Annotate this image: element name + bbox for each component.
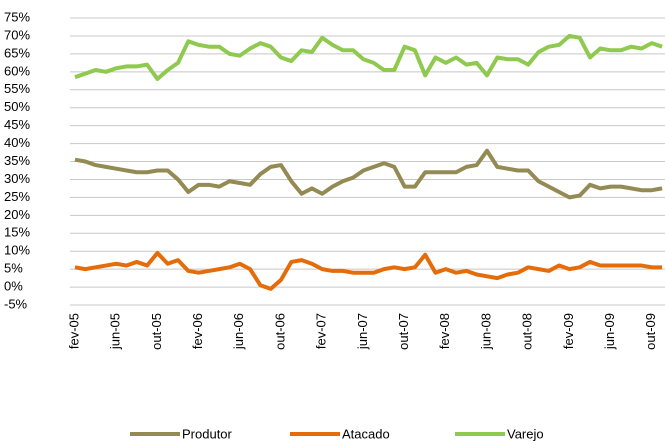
y-tick-label: 75% xyxy=(4,9,30,24)
y-tick-label: 70% xyxy=(4,27,30,42)
series-line xyxy=(74,250,663,291)
x-tick-label: jun-07 xyxy=(355,313,370,350)
x-tick-label: out-08 xyxy=(520,313,535,350)
x-tick-label: fev-07 xyxy=(314,313,329,349)
x-tick-label: jun-08 xyxy=(478,313,493,350)
y-tick-label: 45% xyxy=(4,117,30,132)
x-tick-label: fev-05 xyxy=(66,313,81,349)
x-tick-label: out-09 xyxy=(643,313,658,350)
legend-label: Varejo xyxy=(507,426,544,441)
y-tick-label: 35% xyxy=(4,153,30,168)
y-tick-label: 60% xyxy=(4,63,30,78)
x-tick-label: jun-05 xyxy=(108,313,123,350)
series-line xyxy=(74,33,663,81)
y-tick-label: 5% xyxy=(4,261,23,276)
x-tick-label: fev-08 xyxy=(437,313,452,349)
x-tick-label: fev-09 xyxy=(561,313,576,349)
y-tick-label: 15% xyxy=(4,225,30,240)
y-tick-label: 40% xyxy=(4,135,30,150)
x-tick-label: fev-06 xyxy=(190,313,205,349)
y-tick-label: 25% xyxy=(4,189,30,204)
y-tick-label: 30% xyxy=(4,171,30,186)
x-tick-label: jun-06 xyxy=(231,313,246,350)
series-line xyxy=(74,148,663,200)
x-tick-label: jun-09 xyxy=(602,313,617,350)
y-tick-label: 20% xyxy=(4,207,30,222)
legend-label: Atacado xyxy=(342,426,390,441)
y-tick-label: 50% xyxy=(4,99,30,114)
y-tick-label: 65% xyxy=(4,45,30,60)
legend-label: Produtor xyxy=(182,426,233,441)
y-tick-label: 0% xyxy=(4,279,23,294)
y-tick-label: 10% xyxy=(4,243,30,258)
x-tick-label: out-06 xyxy=(272,313,287,350)
x-tick-label: out-07 xyxy=(396,313,411,350)
y-tick-label: -5% xyxy=(4,296,28,311)
x-tick-label: out-05 xyxy=(149,313,164,350)
y-tick-label: 55% xyxy=(4,81,30,96)
